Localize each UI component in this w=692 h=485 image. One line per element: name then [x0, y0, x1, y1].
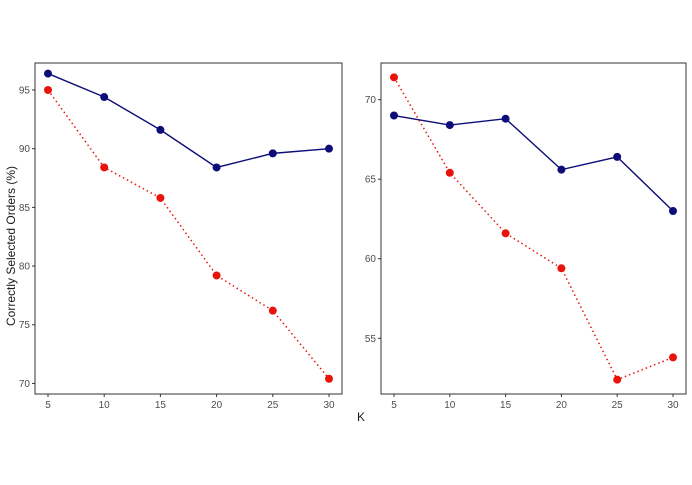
blue-data-point [100, 93, 109, 102]
blue-data-point [669, 206, 677, 215]
blue-data-point [390, 111, 398, 120]
x-tick-label: 30 [667, 400, 679, 411]
y-tick-label: 80 [19, 262, 31, 273]
x-tick-label: 15 [155, 400, 167, 411]
right-panel: 55 60 65 70 5 10 15 20 25 30 [365, 62, 687, 411]
red-data-point [445, 168, 454, 177]
y-tick-label: 60 [365, 254, 377, 265]
panel-border [34, 62, 343, 395]
blue-data-point [156, 125, 165, 134]
red-data-point [669, 353, 677, 362]
red-data-point [156, 193, 165, 202]
blue-data-point [325, 144, 333, 153]
red-data-point [268, 306, 277, 315]
x-tick-label: 15 [500, 400, 512, 411]
y-tick-label: 65 [365, 175, 377, 186]
blue-data-point [212, 163, 221, 172]
panel-border [380, 62, 687, 395]
y-tick-label: 90 [19, 144, 31, 155]
x-tick-label: 5 [45, 400, 51, 411]
red-data-point [212, 271, 221, 280]
blue-data-point [268, 149, 277, 158]
x-tick-label: 25 [267, 400, 279, 411]
y-axis-title: Correctly Selected Orders (%) [4, 166, 18, 326]
solid-series-line [47, 72, 330, 169]
red-data-point [557, 264, 566, 273]
x-tick-label: 20 [211, 400, 223, 411]
x-tick-label: 20 [556, 400, 568, 411]
y-tick-label: 70 [19, 379, 31, 390]
red-data-point [100, 163, 109, 172]
blue-data-point [445, 121, 454, 130]
blue-data-point [613, 152, 622, 161]
blue-data-point [501, 114, 510, 123]
y-tick-label: 70 [365, 95, 377, 106]
x-tick-label: 10 [444, 400, 456, 411]
y-tick-label: 85 [19, 203, 31, 214]
blue-data-point [557, 165, 566, 174]
left-panel: 70 75 80 85 90 95 5 10 15 20 25 30 [19, 62, 343, 411]
x-tick-label: 5 [391, 400, 397, 411]
y-tick-label: 75 [19, 320, 31, 331]
dotted-series-line [393, 76, 674, 381]
red-data-point [325, 374, 333, 383]
solid-series-line [393, 114, 674, 212]
y-tick-label: 95 [19, 85, 31, 96]
red-data-point [44, 85, 52, 94]
red-data-point [613, 375, 622, 384]
x-tick-label: 25 [612, 400, 624, 411]
dotted-series-line [47, 89, 330, 380]
x-tick-label: 30 [323, 400, 335, 411]
red-data-point [501, 229, 510, 238]
x-tick-label: 10 [99, 400, 111, 411]
x-axis-title: K [357, 410, 365, 424]
y-tick-label: 55 [365, 334, 377, 345]
blue-data-point [44, 69, 52, 78]
red-data-point [390, 73, 398, 82]
